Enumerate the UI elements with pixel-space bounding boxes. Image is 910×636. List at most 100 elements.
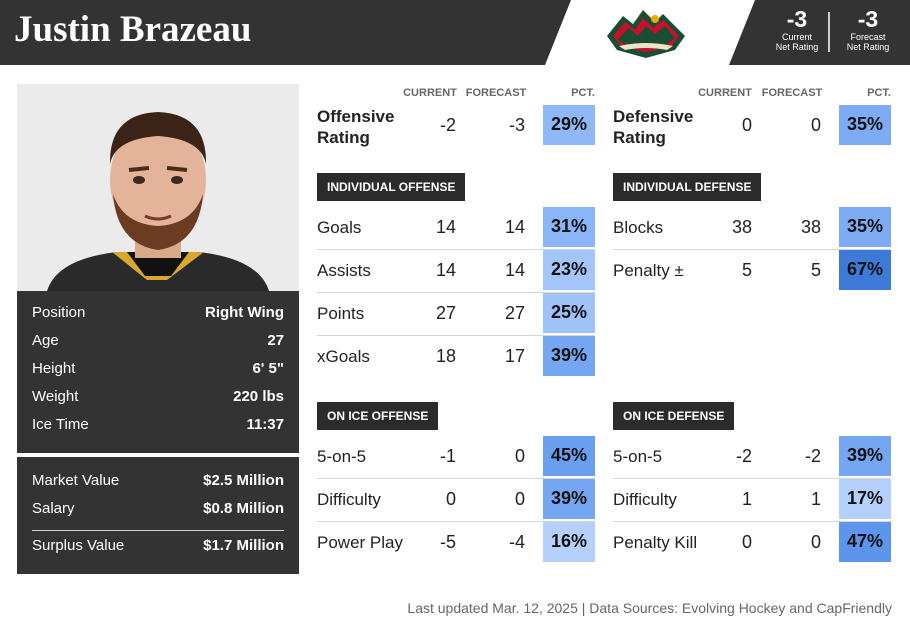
assists-label: Assists xyxy=(317,261,371,280)
defense-current-header: CURRENT xyxy=(698,87,752,99)
penalty-kill-pct: 47% xyxy=(839,522,891,562)
row-divider xyxy=(317,249,595,250)
penalty-diff-forecast: 5 xyxy=(810,260,821,280)
points-pct: 25% xyxy=(543,293,595,333)
market-value-row: Market Value $2.5 Million xyxy=(32,469,284,493)
defense-difficulty-forecast: 1 xyxy=(810,489,821,509)
penalty-diff-label: Penalty ± xyxy=(613,261,684,280)
offense-difficulty-pct: 39% xyxy=(543,479,595,519)
defense-pct-header: PCT. xyxy=(867,87,891,99)
power-play-current: -5 xyxy=(439,532,456,552)
minnesota-wild-logo-icon xyxy=(607,10,685,58)
goals-pct: 31% xyxy=(543,207,595,247)
penalty-kill-forecast: 0 xyxy=(810,532,821,552)
defensive-rating-label: Defensive Rating xyxy=(613,106,693,148)
offense-current-header: CURRENT xyxy=(403,87,457,99)
defense-5on5-pct: 39% xyxy=(839,436,891,476)
penalty-kill-label: Penalty Kill xyxy=(613,533,698,552)
bio-row-age: Age 27 xyxy=(32,329,284,353)
offense-forecast-header: FORECAST xyxy=(465,87,527,99)
bio-label: Height xyxy=(32,360,76,377)
row-divider xyxy=(317,521,595,522)
points-forecast: 27 xyxy=(504,303,525,323)
current-net-rating: -3 Current Net Rating xyxy=(762,6,832,52)
bio-label: Age xyxy=(32,332,59,349)
offense-difficulty-label: Difficulty xyxy=(317,490,381,509)
surplus-value-label: Surplus Value xyxy=(32,537,125,554)
bio-value: 220 lbs xyxy=(233,388,284,405)
forecast-net-rating-label-2: Net Rating xyxy=(846,42,890,52)
forecast-net-rating-value: -3 xyxy=(857,6,879,32)
defensive-rating-label-line-1: Defensive xyxy=(613,107,694,126)
market-value-label: Market Value xyxy=(32,472,120,489)
blocks-label: Blocks xyxy=(613,218,664,237)
power-play-label: Power Play xyxy=(317,533,403,552)
goals-forecast: 14 xyxy=(504,217,525,237)
defense-5on5-label: 5-on-5 xyxy=(613,447,663,466)
goals-label: Goals xyxy=(317,218,362,237)
bio-label: Position xyxy=(32,304,86,321)
forecast-net-rating: -3 Forecast Net Rating xyxy=(833,6,903,52)
header-bar: Justin Brazeau -3 Current Net Rating -3 … xyxy=(0,0,910,65)
bio-label: Ice Time xyxy=(32,416,89,433)
salary-value: $0.8 Million xyxy=(203,500,284,517)
offensive-rating-pct: 29% xyxy=(543,105,595,145)
defensive-rating-label-line-2: Rating xyxy=(613,128,666,147)
penalty-kill-current: 0 xyxy=(741,532,752,552)
bio-row-weight: Weight 220 lbs xyxy=(32,385,284,409)
row-divider xyxy=(317,478,595,479)
offense-difficulty-current: 0 xyxy=(445,489,456,509)
defensive-rating-pct: 35% xyxy=(839,105,891,145)
offense-difficulty-forecast: 0 xyxy=(514,489,525,509)
offensive-rating-current: -2 xyxy=(439,115,456,135)
player-headshot-image xyxy=(47,112,269,291)
offense-5on5-pct: 45% xyxy=(543,436,595,476)
individual-offense-title: INDIVIDUAL OFFENSE xyxy=(317,173,466,201)
offense-5on5-current: -1 xyxy=(439,446,456,466)
defense-difficulty-current: 1 xyxy=(741,489,752,509)
row-divider xyxy=(317,292,595,293)
row-divider xyxy=(613,478,891,479)
row-divider xyxy=(613,521,891,522)
assists-forecast: 14 xyxy=(504,260,525,280)
bio-value: 11:37 xyxy=(246,416,284,433)
assists-current: 14 xyxy=(435,260,456,280)
blocks-pct: 35% xyxy=(839,207,891,247)
on-ice-offense-title: ON ICE OFFENSE xyxy=(317,402,439,430)
xgoals-pct: 39% xyxy=(543,336,595,376)
assists-pct: 23% xyxy=(543,250,595,290)
rating-divider xyxy=(828,12,830,52)
logo-panel xyxy=(545,0,755,65)
salary-row: Salary $0.8 Million xyxy=(32,497,284,521)
xgoals-current: 18 xyxy=(435,346,456,366)
contract-value-panel: Market Value $2.5 Million Salary $0.8 Mi… xyxy=(17,457,299,574)
defense-forecast-header: FORECAST xyxy=(761,87,823,99)
penalty-diff-pct: 67% xyxy=(839,250,891,290)
power-play-pct: 16% xyxy=(543,522,595,562)
bio-value: 27 xyxy=(267,332,284,349)
offensive-rating-label-line-1: Offensive xyxy=(317,107,395,126)
salary-label: Salary xyxy=(32,500,75,517)
defense-difficulty-pct: 17% xyxy=(839,479,891,519)
bio-row-ice-time: Ice Time 11:37 xyxy=(32,413,284,437)
bio-row-height: Height 6' 5" xyxy=(32,357,284,381)
footer-sources: Last updated Mar. 12, 2025 | Data Source… xyxy=(407,600,892,616)
bio-row-position: Position Right Wing xyxy=(32,301,284,325)
xgoals-label: xGoals xyxy=(317,347,370,366)
bio-value: 6' 5" xyxy=(252,360,284,377)
xgoals-forecast: 17 xyxy=(504,346,525,366)
defense-5on5-forecast: -2 xyxy=(804,446,821,466)
points-current: 27 xyxy=(435,303,456,323)
power-play-forecast: -4 xyxy=(508,532,525,552)
offense-5on5-forecast: 0 xyxy=(514,446,525,466)
defensive-rating-current: 0 xyxy=(741,115,752,135)
offense-pct-header: PCT. xyxy=(571,87,595,99)
player-name: Justin Brazeau xyxy=(14,9,252,50)
defensive-rating-forecast: 0 xyxy=(810,115,821,135)
market-value: $2.5 Million xyxy=(203,472,284,489)
goals-current: 14 xyxy=(435,217,456,237)
current-net-rating-value: -3 xyxy=(786,6,808,32)
bio-value: Right Wing xyxy=(204,304,284,321)
offensive-rating-label-line-2: Rating xyxy=(317,128,370,147)
offensive-rating-label: Offensive Rating xyxy=(317,106,394,148)
